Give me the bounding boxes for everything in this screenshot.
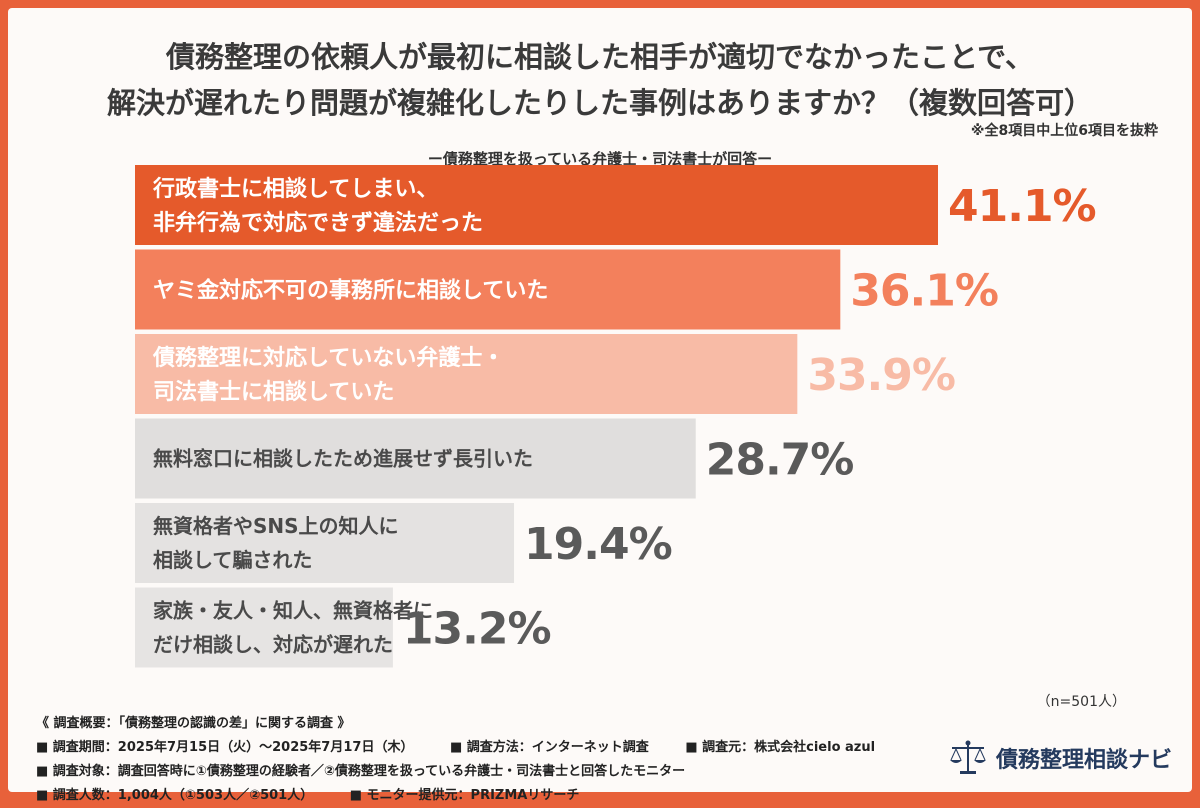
value-label-2: 36.1% [850, 266, 998, 317]
survey-summary: 《 調査概要：「債務整理の認識の差」に関する調査 》 ■ 調査期間：2025年7… [36, 712, 907, 808]
brand-logo: 債務整理相談ナビ [948, 738, 1172, 778]
survey-period: ■ 調査期間：2025年7月15日（火）～2025年7月17日（木） [36, 740, 413, 755]
survey-row-1: ■ 調査期間：2025年7月15日（火）～2025年7月17日（木） ■ 調査方… [36, 736, 907, 760]
chart-frame: 債務整理の依頼人が最初に相談した相手が適切でなかったことで、 解決が遅れたり問題… [8, 8, 1192, 792]
value-label-1: 41.1% [948, 181, 1096, 232]
value-label-5: 19.4% [524, 519, 672, 570]
survey-row-3: ■ 調査人数：1,004人（①503人／②501人） ■ モニター提供元：PRI… [36, 784, 907, 808]
value-label-4: 28.7% [706, 435, 854, 486]
survey-target: ■ 調査対象：調査回答時に①債務整理の経験者／②債務整理を扱っている弁護士・司法… [36, 760, 907, 784]
survey-source: ■ 調査元：株式会社cielo azul [685, 740, 875, 755]
category-label-4: 無料窓口に相談したため進展せず長引いた [153, 447, 533, 471]
sample-size: （n=501人） [1037, 691, 1126, 711]
scales-of-justice-icon [948, 738, 988, 778]
survey-count: ■ 調査人数：1,004人（①503人／②501人） [36, 788, 313, 803]
category-label-2: ヤミ金対応不可の事務所に相談していた [153, 277, 548, 303]
survey-method: ■ 調査方法：インターネット調査 [450, 740, 649, 755]
bar-chart: 行政書士に相談してしまい、非弁行為で対応できず違法だった 41.1%ヤミ金対応不可… [8, 8, 1192, 792]
survey-heading: 《 調査概要：「債務整理の認識の差」に関する調査 》 [36, 712, 907, 736]
value-label-3: 33.9% [807, 350, 955, 401]
logo-text: 債務整理相談ナビ [996, 742, 1172, 774]
survey-provider: ■ モニター提供元：PRIZMAリサーチ [350, 788, 580, 803]
value-label-6: 13.2% [403, 604, 551, 655]
